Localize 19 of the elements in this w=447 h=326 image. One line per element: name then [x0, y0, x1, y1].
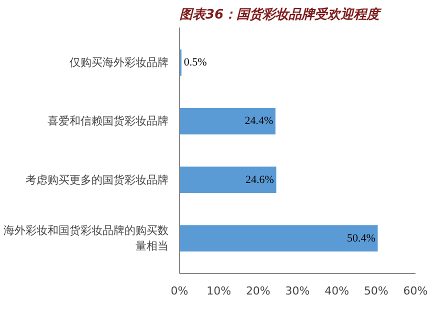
y-tick-label: 海外彩妆和国货彩妆品牌的购买数量相当 [4, 224, 168, 253]
bar [180, 225, 378, 252]
y-tick-label: 喜爱和信赖国货彩妆品牌 [48, 114, 168, 128]
x-tick-label: 20% [246, 284, 270, 298]
x-tick-label: 30% [285, 284, 310, 298]
x-tick-label: 10% [206, 284, 232, 298]
y-tick-label: 仅购买海外彩妆品牌 [70, 56, 168, 70]
x-tick-label: 50% [364, 284, 388, 298]
data-label: 50.4% [346, 232, 376, 244]
x-tick-label: 60% [403, 284, 428, 298]
x-tick-label: 0% [170, 284, 188, 298]
bar [180, 108, 276, 134]
y-tick-label: 考虑购买更多的国货彩妆品牌 [26, 173, 168, 186]
data-label: 24.6% [245, 174, 274, 186]
x-tick-label: 40% [324, 284, 350, 298]
bar [180, 166, 276, 193]
data-label: 0.5% [184, 56, 207, 69]
data-label: 24.4% [244, 115, 274, 128]
chart-title: 图表36：国货彩妆品牌受欢迎程度 [180, 6, 383, 22]
